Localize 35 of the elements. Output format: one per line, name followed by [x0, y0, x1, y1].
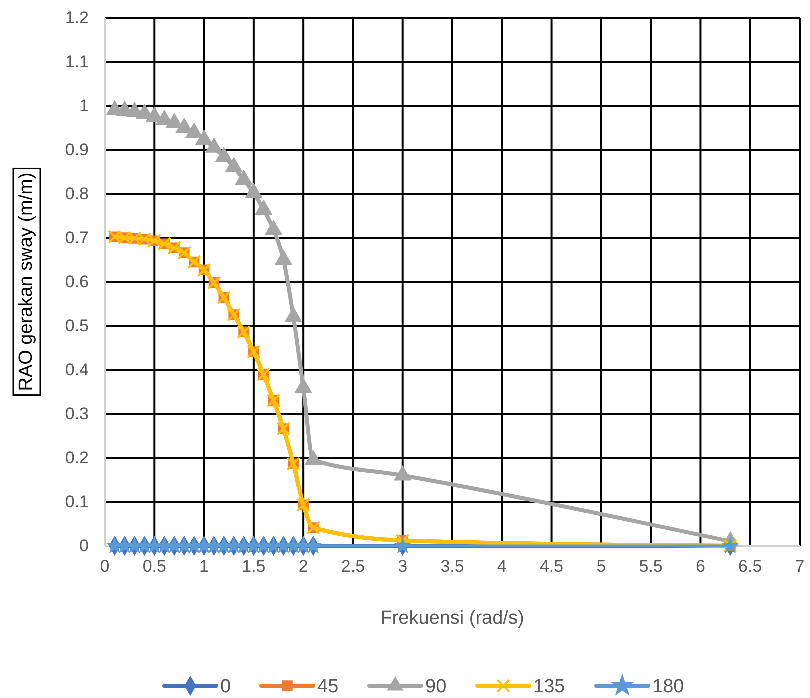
x-tick-label: 7 [795, 557, 805, 576]
x-tick-label: 3 [398, 557, 408, 576]
y-tick-label: 0.2 [65, 448, 89, 468]
y-axis-title: RAO gerakan sway (m/m) [16, 172, 38, 392]
x-tick-label: 6 [696, 557, 706, 576]
x-axis-title: Frekuensi (rad/s) [380, 608, 524, 629]
x-tick-label: 5 [596, 557, 606, 576]
x-tick-label: 0 [100, 557, 110, 576]
x-tick-label: 4 [497, 557, 507, 576]
x-tick-label: 6.5 [738, 557, 762, 576]
legend-label: 180 [652, 676, 684, 698]
y-tick-label: 0.7 [65, 228, 89, 248]
x-tick-label: 1.5 [242, 557, 266, 576]
legend-label: 135 [534, 676, 566, 698]
x-tick-label: 2.5 [341, 557, 366, 576]
legend-label: 45 [318, 676, 339, 698]
y-tick-label: 1 [80, 96, 89, 116]
legend-label: 90 [426, 676, 447, 698]
y-tick-label: 1.1 [65, 52, 89, 72]
x-tick-label: 0.5 [142, 557, 166, 576]
legend-label: 0 [220, 676, 232, 698]
y-tick-label: 0 [80, 536, 89, 556]
x-tick-label: 4.5 [540, 557, 564, 576]
y-tick-label: 0.5 [65, 316, 89, 336]
x-tick-label: 3.5 [440, 557, 464, 576]
y-tick-label: 0.9 [65, 140, 89, 160]
y-tick-label: 0.6 [65, 272, 89, 292]
y-tick-label: 0.8 [65, 184, 89, 204]
x-tick-label: 5.5 [639, 557, 663, 576]
x-tick-label: 2 [298, 557, 308, 576]
x-tick-label: 1 [200, 557, 210, 576]
y-tick-label: 0.1 [65, 492, 89, 512]
y-tick-label: 1.2 [65, 8, 89, 28]
y-tick-label: 0.3 [65, 404, 89, 424]
y-tick-label: 0.4 [65, 360, 89, 380]
